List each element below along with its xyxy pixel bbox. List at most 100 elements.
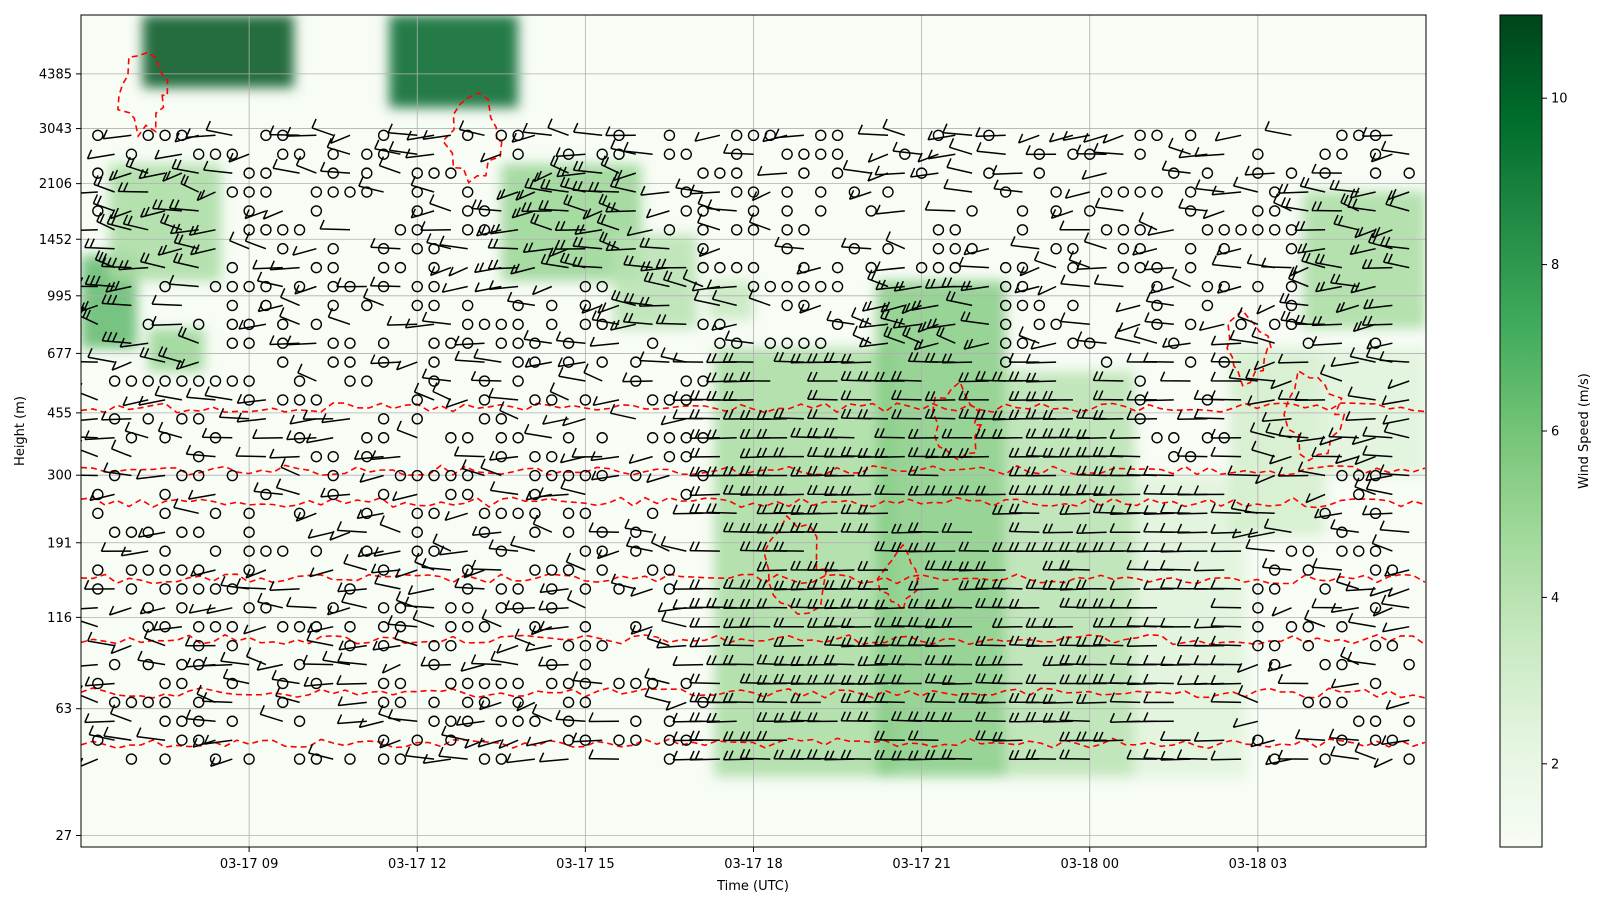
wind-barb-1713	[1354, 226, 1376, 239]
wind-barb-1612	[1264, 120, 1292, 137]
wind-barb-384	[356, 509, 384, 520]
wind-barb-280	[269, 448, 300, 459]
wind-barb-1733	[1361, 315, 1393, 326]
calm-marker-282	[293, 394, 306, 406]
calm-marker-634	[546, 318, 558, 331]
wind-barb-30	[87, 631, 115, 647]
wind-barb-574	[496, 643, 519, 654]
wind-barb-972	[773, 447, 804, 458]
wind-barb-589	[488, 280, 519, 291]
wind-barb-1295	[1025, 353, 1057, 364]
wind-barb-555	[480, 458, 502, 477]
wind-barb-337	[322, 650, 351, 666]
wind-barb-733	[591, 310, 620, 326]
calm-marker-703	[596, 564, 608, 576]
wind-barb-481	[432, 533, 452, 552]
y-tick-label-5: 455	[47, 406, 72, 421]
wind-barb-734	[597, 302, 620, 314]
wind-barb-1532	[1210, 597, 1242, 609]
wind-barb-230	[245, 647, 267, 666]
wind-barb-1117	[891, 654, 922, 666]
wind-barb-804	[656, 638, 687, 649]
calm-marker-330	[327, 261, 339, 274]
wind-barb-737	[598, 193, 620, 212]
calm-marker-619	[546, 677, 558, 690]
wind-barb-1743	[1385, 699, 1410, 710]
wind-barb-59	[100, 410, 132, 421]
calm-marker-702	[596, 639, 608, 652]
wind-barb-807	[660, 535, 687, 552]
calm-marker-478	[445, 621, 457, 633]
wind-barb-404	[381, 663, 401, 674]
calm-marker-122	[176, 526, 188, 538]
x-tick-label-2: 03-17 15	[556, 857, 614, 872]
wind-barb-1683	[1330, 356, 1359, 368]
calm-marker-193	[226, 621, 239, 633]
wind-barb-1090	[857, 124, 889, 137]
wind-barb-979	[774, 236, 804, 250]
wind-barb-1324	[1059, 749, 1090, 760]
wind-barb-1160	[924, 636, 956, 648]
wind-barb-621	[525, 641, 552, 652]
wind-barb-408	[374, 574, 401, 590]
wind-barb-615	[515, 189, 536, 201]
calm-marker-1589	[1268, 224, 1281, 236]
calm-marker-200	[226, 337, 239, 349]
wind-barb-1383	[1093, 274, 1124, 288]
wind-barb-626	[532, 514, 553, 533]
calm-marker-99	[159, 564, 171, 576]
wind-barb-57	[110, 439, 132, 458]
calm-marker-835	[697, 318, 709, 331]
wind-barb-1305	[1042, 693, 1073, 704]
wind-barb-1245	[991, 428, 1023, 439]
wind-barb-1444	[1143, 673, 1174, 685]
wind-barb-106	[138, 395, 166, 406]
wind-barb-563	[474, 282, 502, 293]
wind-barb-577	[488, 539, 519, 552]
wind-barb-1274	[1014, 283, 1040, 294]
wind-barb-300	[286, 430, 317, 441]
wind-barb-732	[589, 336, 620, 347]
wind-barb-887	[706, 199, 737, 212]
wind-barb-640	[524, 177, 552, 193]
calm-marker-676	[579, 621, 592, 633]
calm-marker-204	[226, 261, 239, 274]
wind-barb-1558	[1231, 528, 1259, 539]
wind-barb-1271	[1018, 326, 1040, 344]
calm-marker-586	[512, 337, 524, 349]
wind-barb-383	[357, 547, 384, 558]
calm-marker-1720	[1386, 734, 1399, 746]
wind-barb-1560	[1227, 465, 1258, 477]
wind-barb-579	[489, 481, 519, 496]
wind-barb-1562	[1229, 329, 1259, 344]
calm-marker-275	[293, 621, 306, 633]
wind-barb-19	[81, 277, 98, 288]
calm-marker-508	[461, 432, 474, 444]
wind-barb-1632	[1294, 729, 1326, 741]
wind-barb-559	[470, 370, 502, 382]
calm-marker-93	[159, 677, 171, 690]
wind-barb-1306	[1042, 655, 1073, 667]
wind-barb-26	[84, 713, 115, 724]
calm-marker-484	[445, 432, 457, 444]
wind-barb-22	[81, 191, 98, 194]
calm-marker-503	[461, 564, 474, 576]
wind-barb-1548	[1211, 185, 1242, 196]
calm-marker-1522	[1218, 224, 1230, 236]
wind-barb-1593	[1265, 755, 1292, 766]
contour-line-2	[81, 633, 1426, 646]
calm-marker-796	[663, 224, 676, 236]
calm-marker-368	[361, 375, 373, 387]
calm-marker-744	[630, 677, 642, 690]
contour-line-1	[81, 687, 1426, 699]
calm-marker-524	[478, 677, 491, 690]
calm-marker-398	[377, 129, 390, 142]
calm-marker-1320	[1067, 243, 1079, 255]
calm-marker-1129	[915, 261, 928, 274]
wind-barb-131	[157, 244, 183, 256]
calm-marker-88	[142, 129, 154, 142]
wind-barb-410	[373, 546, 401, 557]
wind-barb-1754	[1387, 379, 1410, 390]
calm-marker-1484	[1184, 186, 1197, 198]
wind-barb-208	[205, 120, 233, 137]
